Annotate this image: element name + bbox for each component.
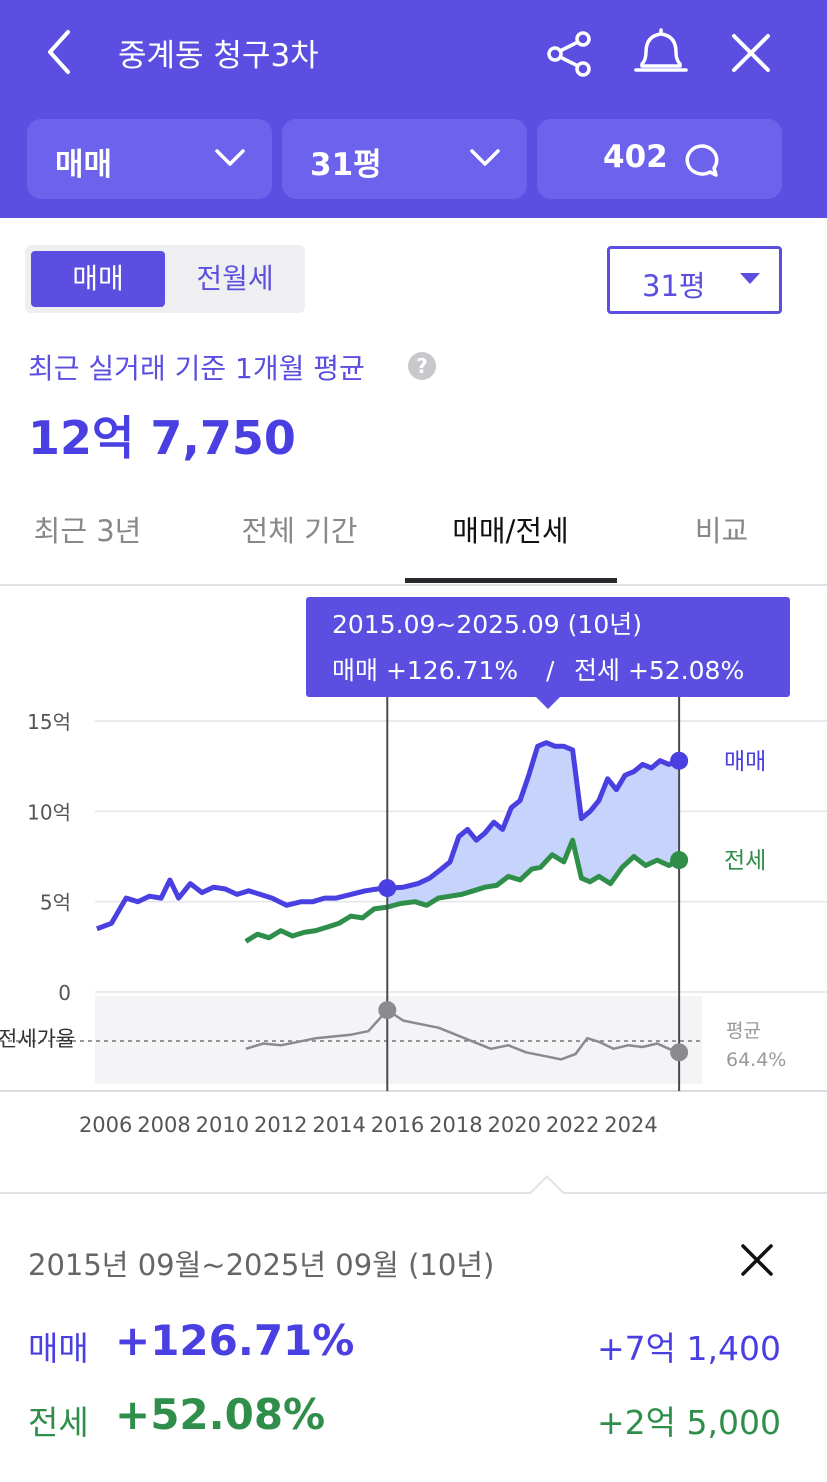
y-tick-label: 15억 bbox=[27, 710, 71, 734]
active-tab-indicator bbox=[405, 578, 617, 583]
size-select-value: 31평 bbox=[642, 269, 706, 303]
chevron-down-icon bbox=[470, 149, 500, 166]
y-tick-label: 10억 bbox=[27, 800, 71, 824]
grid bbox=[95, 720, 827, 993]
toggle-sale[interactable]: 매매 bbox=[31, 251, 165, 307]
comment-bubble-icon bbox=[685, 144, 719, 177]
period-tabs: 최근 3년 전체 기간 매매/전세 비교 bbox=[0, 490, 827, 586]
caret-down-icon bbox=[740, 273, 760, 284]
x-tick-label: 2012 bbox=[254, 1113, 307, 1137]
tooltip-period: 2015.09~2025.09 (10년) bbox=[332, 610, 642, 639]
page-title: 중계동 청구3차 bbox=[118, 38, 319, 74]
sale-marker bbox=[670, 751, 689, 770]
ratio-average-label: 평균 bbox=[726, 1020, 761, 1042]
sale-rent-toggle: 매매 전월세 bbox=[25, 245, 305, 313]
comments-button[interactable]: 402 bbox=[537, 119, 782, 199]
x-tick-label: 2024 bbox=[604, 1113, 657, 1137]
ratio-series-line bbox=[245, 1008, 680, 1061]
tooltip-sale: 매매 +126.71% bbox=[332, 656, 518, 685]
x-tick-label: 2006 bbox=[79, 1113, 132, 1137]
x-tick-label: 2016 bbox=[371, 1113, 424, 1137]
help-icon[interactable]: ? bbox=[408, 352, 436, 380]
size-dropdown[interactable]: 31평 bbox=[282, 119, 527, 199]
chevron-down-icon bbox=[215, 149, 245, 166]
rent-series-line bbox=[244, 837, 681, 944]
x-tick-label: 2018 bbox=[429, 1113, 482, 1137]
rent-row-amount: +2억 5,000 bbox=[597, 1403, 781, 1442]
x-tick-label: 2022 bbox=[546, 1113, 599, 1137]
rent-row-label: 전세 bbox=[28, 1403, 89, 1442]
y-tick-label: 5억 bbox=[40, 891, 71, 915]
range-tooltip: 2015.09~2025.09 (10년) 매매 +126.71% / 전세 +… bbox=[306, 597, 790, 709]
sale-series-line bbox=[96, 740, 680, 932]
rent-end-label: 전세 bbox=[724, 848, 766, 874]
deal-type-value: 매매 bbox=[55, 147, 113, 183]
ratio-axis-label: 전세가율 bbox=[0, 1027, 75, 1051]
tooltip-rent: 전세 +52.08% bbox=[574, 656, 744, 685]
panel-divider bbox=[0, 1192, 827, 1194]
share-icon[interactable] bbox=[545, 30, 595, 78]
ratio-marker bbox=[670, 1043, 689, 1062]
panel-period: 2015년 09월~2025년 09월 (10년) bbox=[28, 1248, 495, 1282]
size-value: 31평 bbox=[310, 147, 382, 183]
app-header: 중계동 청구3차 매매 31평 402 bbox=[0, 0, 827, 218]
average-label: 최근 실거래 기준 1개월 평균 bbox=[28, 352, 365, 385]
y-tick-label: 0 bbox=[58, 981, 71, 1005]
tab-compare[interactable]: 비교 bbox=[694, 514, 749, 548]
sale-row-amount: +7억 1,400 bbox=[597, 1329, 781, 1368]
x-tick-label: 2008 bbox=[137, 1113, 190, 1137]
toggle-rent[interactable]: 전월세 bbox=[196, 262, 274, 295]
close-panel-icon[interactable] bbox=[739, 1242, 775, 1278]
sale-marker bbox=[378, 879, 397, 898]
x-tick-label: 2014 bbox=[312, 1113, 365, 1137]
bell-icon[interactable] bbox=[634, 26, 688, 78]
rent-marker bbox=[670, 851, 689, 870]
x-axis-labels: 2006 2008 2010 2012 2014 2016 2018 2020 2022 2024 bbox=[79, 1113, 658, 1137]
average-price: 12억 7,750 bbox=[28, 411, 296, 465]
ratio-band bbox=[95, 996, 702, 1084]
sale-end-label: 매매 bbox=[724, 749, 766, 775]
y-axis-labels: 15억 10억 5억 0 bbox=[27, 710, 71, 1005]
selection-markers bbox=[378, 751, 689, 1062]
comment-count: 402 bbox=[603, 139, 668, 175]
sale-row-percent: +126.71% bbox=[115, 1316, 355, 1365]
back-arrow-icon[interactable] bbox=[42, 28, 76, 76]
tab-all-period[interactable]: 전체 기간 bbox=[241, 514, 358, 548]
deal-type-dropdown[interactable]: 매매 bbox=[27, 119, 272, 199]
tab-sale-rent[interactable]: 매매/전세 bbox=[452, 514, 569, 548]
tab-recent-3y[interactable]: 최근 3년 bbox=[33, 514, 142, 548]
x-tick-label: 2020 bbox=[488, 1113, 541, 1137]
tooltip-separator: / bbox=[546, 656, 555, 685]
sale-row-label: 매매 bbox=[28, 1329, 89, 1368]
ratio-marker bbox=[378, 1001, 397, 1020]
rent-row-percent: +52.08% bbox=[115, 1390, 326, 1439]
x-tick-label: 2010 bbox=[196, 1113, 249, 1137]
close-icon[interactable] bbox=[730, 32, 772, 74]
size-select[interactable]: 31평 bbox=[607, 246, 782, 314]
ratio-average-value: 64.4% bbox=[726, 1049, 786, 1071]
